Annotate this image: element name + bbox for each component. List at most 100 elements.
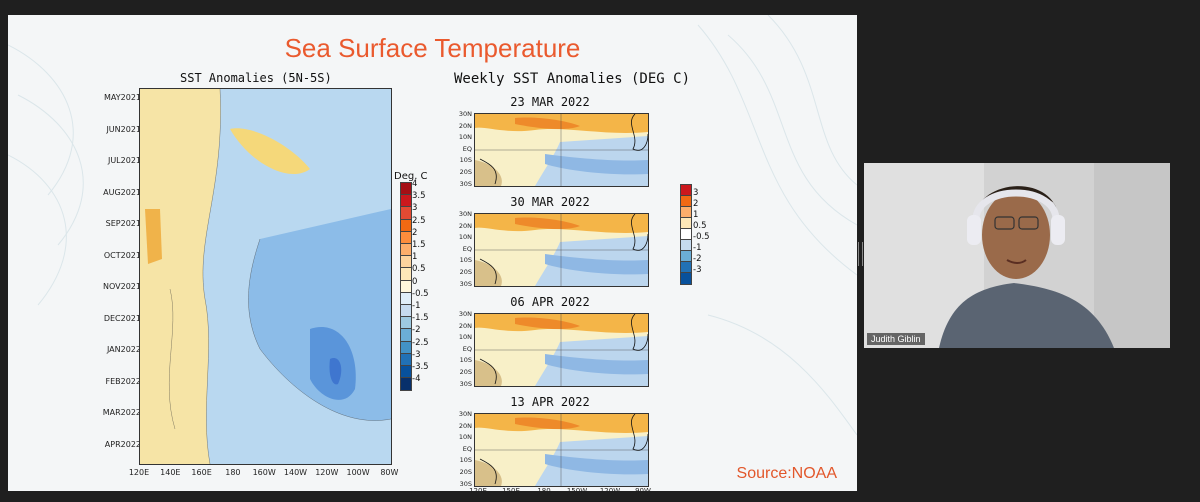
hovmoller-ytick: JUN2021 (106, 124, 141, 134)
hovmoller-title: SST Anomalies (5N-5S) (180, 71, 332, 85)
weekly-title: Weekly SST Anomalies (DEG C) (454, 71, 691, 87)
weekly-colorbar-label: 1 (693, 210, 699, 220)
weekly-map-lat-label: 20N (458, 221, 472, 230)
hovmoller-ytick: OCT2021 (103, 250, 141, 260)
hovmoller-ytick: SEP2021 (105, 219, 141, 228)
weekly-map-lat-label: 10N (458, 433, 472, 442)
weekly-map-lat-label: 10N (458, 233, 472, 242)
hovmoller-xtick: 140E (160, 468, 181, 477)
weekly-map-lat-label: 30S (459, 279, 472, 288)
weekly-colorbar-label: -0.5 (693, 232, 710, 242)
weekly-sst-map (474, 413, 649, 487)
weekly-map-lat-label: 20N (458, 421, 472, 430)
hovmoller-ytick: AUG2021 (103, 187, 141, 197)
hovmoller-ytick: MAY2021 (104, 93, 141, 102)
weekly-map-lat-label: EQ (462, 144, 472, 153)
hovmoller-xtick: 120E (128, 468, 150, 477)
slide-title: Sea Surface Temperature (284, 33, 581, 63)
hovmoller-xtick: 160W (252, 468, 276, 477)
hovmoller-colorbar-title: Deg. C (394, 171, 428, 182)
weekly-colorbar-label: 3 (693, 188, 699, 198)
weekly-colorbar-label: -3 (693, 265, 702, 275)
weekly-map-lat-label: EQ (462, 444, 472, 453)
weekly-colorbar-label: -2 (693, 254, 702, 264)
participant-name: Judith Giblin (867, 333, 925, 345)
shared-slide: Sea Surface Temperature SST Anomalies (5… (8, 15, 857, 491)
hovmoller-ytick: JUL2021 (107, 156, 141, 165)
participant-video-feed (864, 163, 1170, 348)
weekly-colorbar-label: -1 (693, 243, 702, 253)
weekly-map-lon-label: 90W (635, 487, 651, 491)
hovmoller-xtick: 120W (315, 468, 339, 477)
hovmoller-ytick: FEB2022 (105, 376, 141, 386)
weekly-map-lat-label: 30S (459, 179, 472, 188)
weekly-map-lat-label: 20S (459, 168, 472, 176)
weekly-map-lat-label: 30S (459, 479, 472, 488)
hovmoller-xtick: 100W (346, 468, 370, 477)
weekly-map-date: 06 APR 2022 (510, 295, 590, 309)
weekly-map-lon-label: 150E (502, 487, 520, 491)
hovmoller-ytick: MAR2022 (102, 408, 141, 417)
hovmoller-plot (139, 88, 392, 465)
weekly-map-lat-label: 10S (459, 156, 472, 165)
hovmoller-colorbar-label: 4 (412, 179, 418, 189)
weekly-colorbar-label: 0.5 (693, 221, 707, 231)
weekly-colorbar-swatch (680, 272, 692, 285)
weekly-map-lat-label: EQ (462, 344, 472, 353)
weekly-map-lat-label: 10S (459, 356, 472, 365)
weekly-map-lon-label: 120E (469, 487, 487, 491)
participant-video[interactable]: Judith Giblin (864, 163, 1170, 348)
weekly-colorbar-label: 2 (693, 199, 699, 209)
hovmoller-colorbar-label: -0.5 (412, 288, 429, 299)
hovmoller-xtick: 180 (225, 468, 241, 477)
weekly-map-date: 30 MAR 2022 (510, 195, 590, 209)
hovmoller-colorbar-label: -3.5 (412, 362, 429, 372)
hovmoller-xtick: 140W (283, 468, 308, 477)
hovmoller-colorbar-swatch (400, 377, 412, 392)
weekly-map-lat-label: 20S (459, 268, 472, 276)
hovmoller-colorbar-label: -2.5 (412, 337, 429, 348)
panel-resize-handle[interactable] (858, 242, 863, 266)
slide-background-swirls (8, 15, 857, 436)
weekly-map-lat-label: 20N (458, 321, 472, 330)
hovmoller-colorbar-label: -3 (412, 349, 421, 360)
weekly-map-lon-label: 180 (537, 487, 551, 491)
hovmoller-colorbar-label: -4 (412, 374, 421, 385)
weekly-map-lat-label: 20S (459, 468, 472, 476)
weekly-map-lat-label: 30N (458, 210, 472, 218)
weekly-map-lat-label: 30N (458, 310, 472, 318)
weekly-map-lat-label: 30N (458, 410, 472, 418)
weekly-map-lat-label: 10S (459, 256, 472, 265)
weekly-map-date: 23 MAR 2022 (510, 95, 590, 109)
hovmoller-colorbar-label: 1 (412, 252, 418, 263)
hovmoller-colorbar-label: 0 (412, 276, 418, 287)
weekly-map-lat-label: 30N (458, 110, 472, 118)
hovmoller-colorbar-label: -1.5 (412, 313, 429, 324)
hovmoller-colorbar-label: -1 (412, 301, 421, 311)
hovmoller-colorbar-label: 2 (412, 227, 418, 238)
hovmoller-ytick: JAN2022 (106, 345, 141, 354)
hovmoller-ytick: NOV2021 (103, 282, 141, 291)
source-label: Source:NOAA (736, 465, 837, 482)
weekly-sst-map (474, 113, 649, 187)
hovmoller-colorbar-label: 2.5 (412, 215, 426, 226)
weekly-map-lat-label: 10N (458, 333, 472, 342)
weekly-map-lon-label: 120W (599, 487, 621, 491)
hovmoller-colorbar-label: 3 (412, 203, 418, 214)
weekly-sst-map (474, 313, 649, 387)
hovmoller-colorbar-label: 1.5 (412, 240, 426, 250)
weekly-map-lon-label: 150W (566, 487, 588, 491)
hovmoller-xtick: 80W (380, 468, 399, 477)
weekly-map-date: 13 APR 2022 (510, 395, 590, 409)
weekly-map-lat-label: 10S (459, 456, 472, 465)
weekly-map-lat-label: 10N (458, 133, 472, 142)
weekly-map-lat-label: EQ (462, 244, 472, 253)
hovmoller-ytick: DEC2021 (103, 313, 141, 323)
weekly-map-lat-label: 20S (459, 368, 472, 376)
hovmoller-ytick: APR2022 (104, 439, 141, 449)
hovmoller-colorbar-label: 3.5 (412, 191, 426, 202)
weekly-map-lat-label: 20N (458, 121, 472, 130)
hovmoller-xtick: 160E (191, 468, 212, 477)
hovmoller-colorbar-label: -2 (412, 325, 421, 336)
weekly-map-lat-label: 30S (459, 379, 472, 388)
